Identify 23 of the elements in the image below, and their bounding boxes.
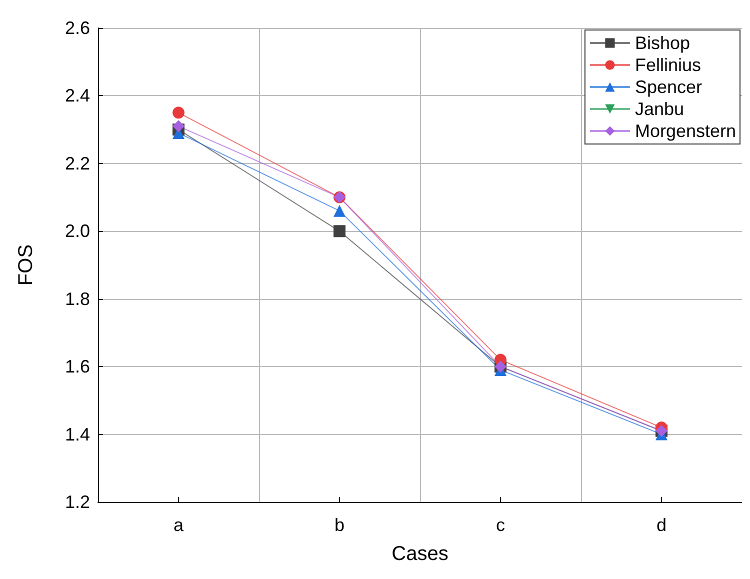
- point: [172, 120, 184, 132]
- y-tick-label: 2.6: [64, 18, 90, 38]
- x-tick-label: a: [173, 515, 184, 535]
- y-tick-label: 1.2: [64, 492, 90, 512]
- legend-label: Spencer: [634, 77, 702, 97]
- point: [172, 106, 184, 119]
- point: [334, 204, 346, 217]
- legend-label: Janbu: [634, 99, 684, 119]
- legend-label: Bishop: [634, 33, 690, 53]
- x-tick-label: b: [334, 515, 345, 535]
- y-tick-label: 1.8: [64, 288, 90, 309]
- legend-label: Fellinius: [634, 55, 701, 75]
- x-tick-label: d: [656, 515, 667, 535]
- y-tick-label: 2.2: [64, 153, 90, 174]
- y-tick-label: 1.4: [64, 424, 90, 444]
- y-tick-label: 1.6: [64, 356, 90, 377]
- y-tick-label: 2.4: [64, 86, 90, 106]
- legend-label: Morgenstern: [634, 121, 736, 141]
- x-axis-title: Cases: [392, 543, 448, 565]
- y-axis-title: FOS: [15, 244, 37, 286]
- x-tick-label: c: [496, 515, 505, 535]
- point: [334, 225, 346, 238]
- y-tick-label: 2.0: [64, 221, 90, 242]
